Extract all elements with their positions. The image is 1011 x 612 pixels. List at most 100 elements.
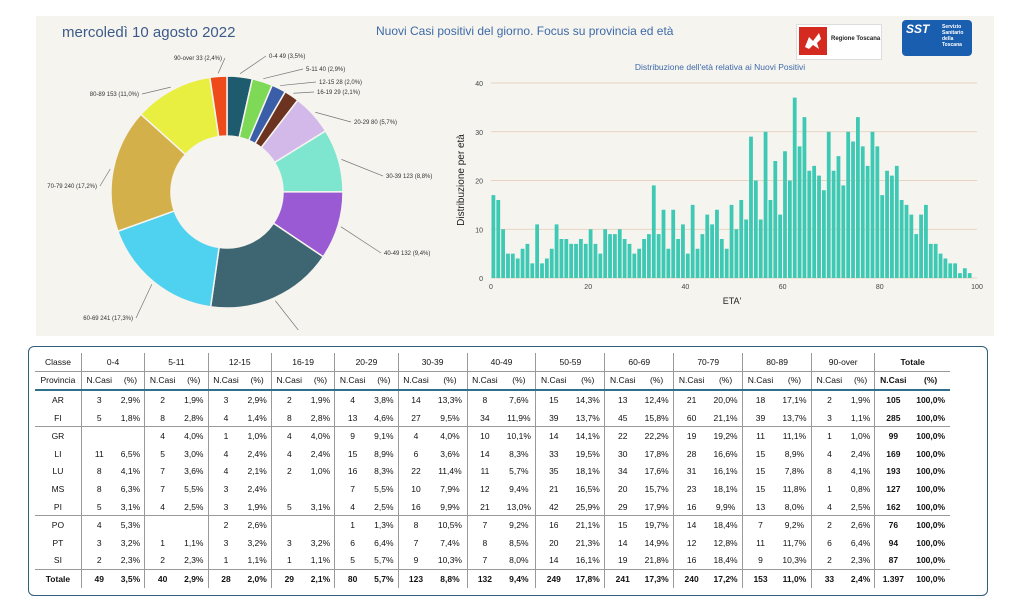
table-cell: 7 [466, 515, 503, 534]
table-cell: 5,7% [509, 466, 529, 477]
table-cell: 9,9% [715, 501, 736, 512]
table-cell: 1.397 [874, 569, 912, 588]
age-bar [520, 248, 525, 278]
table-cell: 100,0% [916, 466, 946, 477]
table-cell: 2,4% [247, 448, 267, 459]
table-group-header: 60-69 [604, 353, 674, 372]
table-cell: 3 [207, 480, 244, 498]
table-cell: 1,8% [120, 412, 141, 423]
table-cell: 2,4% [846, 569, 875, 588]
table-cell: 5,5% [374, 483, 394, 494]
donut-slice [208, 75, 228, 138]
table-cell: 19,7% [640, 515, 674, 534]
age-bar [899, 200, 904, 278]
bar-chart-xtick: 20 [584, 284, 592, 291]
donut-slice-label: 5-11 40 (2,9%) [306, 67, 345, 73]
table-cell: 15 [535, 390, 572, 409]
table-sub-header: (%) [433, 371, 468, 392]
table-cell: 15 [742, 444, 778, 463]
table-cell: 2,4% [850, 448, 871, 459]
table-cell: 1,0% [846, 426, 875, 445]
table-cell: 16 [334, 462, 371, 481]
table-cell: 100,0% [916, 501, 946, 512]
table-cell: 100,0% [916, 555, 946, 566]
table-cell: 2 [270, 390, 307, 409]
table-cell: 4 [270, 426, 307, 445]
age-bar [593, 243, 598, 278]
report-date: mercoledì 10 agosto 2022 [62, 24, 236, 41]
age-bar [865, 165, 870, 278]
table-cell: 3 [80, 533, 117, 552]
table-cell: 8 [270, 408, 307, 427]
age-bar [880, 195, 885, 278]
table-cell: 10,3% [437, 555, 462, 566]
bar-chart-xtick: 60 [779, 284, 787, 291]
table-cell: 45 [604, 408, 641, 427]
table-cell: 19,5% [575, 448, 600, 459]
table-cell: 127 [874, 480, 912, 498]
table-cell: 2,4% [310, 448, 331, 459]
table-cell: 4 [144, 426, 181, 445]
donut-slice-label: 12-15 28 (2,0%) [319, 80, 362, 86]
table-cell: 8 [397, 515, 434, 534]
age-bar [904, 204, 909, 278]
age-bar [831, 170, 836, 278]
table-cell: 8,3% [509, 448, 529, 459]
table-cell: 27 [397, 408, 434, 427]
table-cell: 1 [144, 533, 181, 552]
table-group-header: 20-29 [334, 353, 399, 372]
table-cell: 11,1% [777, 426, 812, 445]
table-cell: 7,8% [784, 466, 805, 477]
age-bar [719, 239, 724, 278]
table-cell: 7,4% [440, 537, 460, 548]
table-group-header: 0-4 [80, 353, 145, 372]
table-cell: 3,5% [116, 569, 145, 588]
table-cell: 2,0% [243, 569, 272, 588]
table-cell: 11,8% [782, 483, 807, 494]
table-cell: 9,9% [440, 501, 460, 512]
table-cell: 2,5% [850, 501, 871, 512]
age-bar [763, 131, 768, 278]
table-cell: 11,7% [782, 537, 807, 548]
table-cell: 100,0% [916, 394, 946, 405]
table-sub-header: (%) [116, 371, 145, 392]
table-row: FI 5 1,8% 8 2,8% 4 1,4% 8 2,8% 13 4,6% 27 9,5% 34 11,9… [35, 408, 950, 427]
table-row: MS 8 6,3% 7 5,5% 3 2,4% 7 5,5% 10 7,9% 12 9,4% 21 16,5… [35, 480, 950, 498]
age-bar [821, 190, 826, 278]
table-cell: 0,8% [850, 483, 871, 494]
table-sub-header: N.Casi [811, 371, 847, 392]
age-bar [778, 214, 783, 278]
table-cell: 8,0% [509, 555, 529, 566]
age-bar [729, 204, 734, 278]
table-cell: 193 [874, 462, 912, 481]
table-cell: 132 [466, 569, 503, 588]
table-cell: 6,4% [850, 537, 871, 548]
table-cell: 1 [207, 551, 244, 570]
age-bar [797, 146, 802, 278]
donut-slice-label: 20-29 80 (5,7%) [354, 120, 397, 126]
table-cell: 16 [397, 497, 434, 516]
table-cell: 14 [604, 533, 641, 552]
table-sub-header: N.Casi [207, 371, 244, 392]
table-cell: 4 [207, 444, 244, 463]
table-cell: 3,2% [247, 537, 267, 548]
table-cell: 7 [397, 533, 434, 552]
table-cell: 100,0% [911, 426, 950, 445]
age-bar [700, 234, 705, 278]
table-cell: 2,9% [180, 569, 209, 588]
table-group-header: 50-59 [535, 353, 605, 372]
table-cell: 5,7% [374, 555, 394, 566]
table-cell: 1 [811, 426, 847, 445]
age-bar [588, 229, 593, 278]
table-cell: 1,4% [247, 412, 267, 423]
table-cell: 99 [874, 426, 912, 445]
table-cell: 2,6% [243, 515, 272, 534]
donut-leader-line [315, 111, 352, 123]
table-cell: 7 [144, 480, 181, 498]
age-bar [841, 185, 846, 278]
donut-leader-line [217, 57, 226, 74]
table-cell: 16,1% [713, 466, 738, 477]
table-cell: 4 [811, 497, 847, 516]
table-cell: 7 [334, 480, 371, 498]
table-cell: 2,3% [120, 555, 141, 566]
